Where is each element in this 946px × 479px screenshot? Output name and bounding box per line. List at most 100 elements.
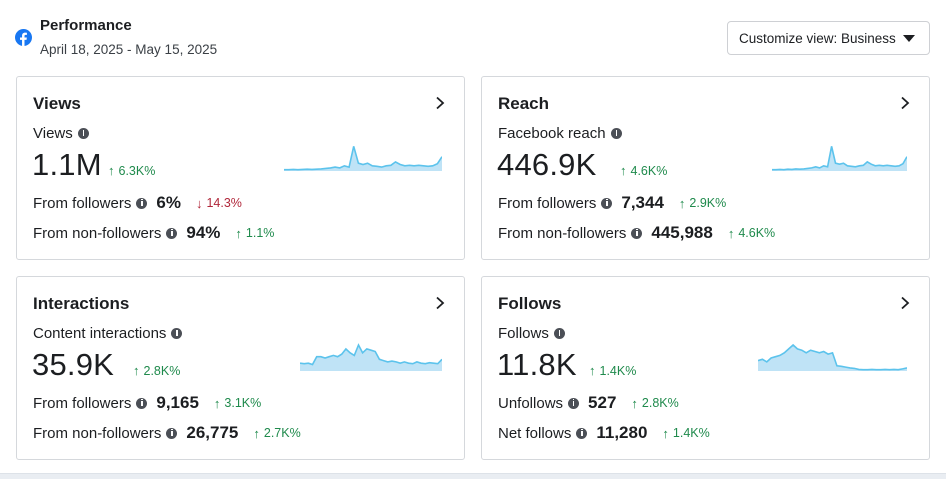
- metric-delta: ↑ 4.6K%: [620, 163, 667, 178]
- row-delta-text: 1.4K%: [672, 426, 710, 440]
- metric-delta: ↑ 2.8K%: [133, 363, 180, 378]
- info-icon[interactable]: [166, 227, 178, 239]
- row-from-followers: From followers 7,344 ↑ 2.9K%: [498, 193, 726, 213]
- metric-label-text: Views: [33, 125, 73, 142]
- row-delta: ↓ 14.3%: [196, 196, 242, 211]
- metric-label: Views: [33, 125, 89, 142]
- arrow-up-icon: ↑: [133, 363, 140, 378]
- customize-view-label: Customize view: Business: [739, 30, 896, 46]
- card-title: Reach: [498, 94, 550, 113]
- info-icon[interactable]: [576, 427, 588, 439]
- row-value: 11,280: [596, 423, 648, 442]
- arrow-up-icon: ↑: [589, 363, 596, 378]
- card-views[interactable]: Views Views 1.1M ↑ 6.3K% From followers 6%…: [16, 76, 465, 260]
- sparkline-line: [300, 343, 442, 366]
- row-label: From non-followers: [498, 224, 627, 242]
- chevron-right-icon[interactable]: [899, 296, 911, 310]
- page-title: Performance: [40, 17, 132, 34]
- row-delta-text: 14.3%: [206, 196, 242, 210]
- metric-delta: ↑ 6.3K%: [108, 163, 155, 178]
- info-icon[interactable]: [601, 197, 613, 209]
- row-unfollows: Unfollows 527 ↑ 2.8K%: [498, 393, 679, 413]
- sparkline-area: [284, 146, 442, 171]
- row-delta-text: 3.1K%: [224, 396, 262, 410]
- card-title: Interactions: [33, 294, 130, 313]
- sparkline-line: [758, 343, 907, 371]
- sparkline-chart: [772, 146, 907, 171]
- card-interactions[interactable]: Interactions Content interactions 35.9K …: [16, 276, 465, 460]
- arrow-up-icon: ↑: [662, 425, 669, 441]
- row-delta-text: 2.8K%: [641, 396, 679, 410]
- row-from-followers: From followers 6% ↓ 14.3%: [33, 193, 242, 213]
- info-icon[interactable]: [166, 427, 178, 439]
- metric-delta-text: 4.6K%: [630, 163, 668, 178]
- info-icon[interactable]: [136, 197, 148, 209]
- metric-value: 11.8K: [497, 347, 577, 382]
- row-label: Unfollows: [498, 394, 564, 412]
- row-value: 445,988: [651, 223, 713, 242]
- row-label: From followers: [33, 394, 132, 412]
- row-value: 26,775: [186, 423, 239, 442]
- metric-value: 446.9K: [497, 147, 597, 182]
- sparkline-line: [284, 146, 442, 171]
- row-value: 7,344: [621, 193, 664, 212]
- row-delta: ↑ 2.9K%: [679, 196, 726, 211]
- metric-label: Follows: [498, 325, 565, 342]
- date-range: April 18, 2025 - May 15, 2025: [40, 42, 218, 57]
- caret-down-icon: [903, 35, 915, 42]
- arrow-up-icon: ↑: [213, 395, 221, 411]
- card-follows[interactable]: Follows Follows 11.8K ↑ 1.4K% Unfollows 52…: [481, 276, 930, 460]
- sparkline-area: [758, 345, 907, 371]
- arrow-down-icon: ↓: [195, 195, 203, 211]
- info-icon[interactable]: [136, 397, 148, 409]
- chevron-right-icon[interactable]: [434, 296, 446, 310]
- sparkline-area: [300, 345, 442, 371]
- card-title: Follows: [498, 294, 562, 313]
- row-label: From followers: [33, 194, 132, 212]
- row-label: From non-followers: [33, 424, 162, 442]
- row-delta-text: 1.1%: [245, 226, 275, 240]
- row-delta: ↑ 1.4K%: [662, 426, 709, 441]
- row-value: 527: [588, 393, 617, 412]
- arrow-up-icon: ↑: [631, 395, 638, 411]
- info-icon[interactable]: [610, 128, 622, 139]
- row-from-non-followers: From non-followers 26,775 ↑ 2.7K%: [33, 423, 301, 443]
- row-net-follows: Net follows 11,280 ↑ 1.4K%: [498, 423, 710, 443]
- info-icon[interactable]: [631, 227, 643, 239]
- metric-delta-text: 1.4K%: [599, 363, 637, 378]
- arrow-up-icon: ↑: [253, 425, 260, 441]
- row-delta-text: 4.6K%: [738, 226, 776, 240]
- sparkline-line: [772, 146, 907, 171]
- metric-delta-text: 6.3K%: [118, 163, 156, 178]
- row-value: 9,165: [156, 393, 199, 412]
- metric-label: Content interactions: [33, 325, 183, 342]
- info-icon[interactable]: [77, 128, 89, 139]
- info-icon[interactable]: [553, 328, 565, 339]
- metric-delta: ↑ 1.4K%: [589, 363, 636, 378]
- metric-value: 1.1M: [32, 147, 102, 182]
- metric-label-text: Facebook reach: [498, 125, 606, 142]
- arrow-up-icon: ↑: [727, 225, 735, 241]
- card-title: Views: [33, 94, 81, 113]
- chevron-right-icon[interactable]: [899, 96, 911, 110]
- sparkline-chart: [284, 146, 442, 171]
- row-from-non-followers: From non-followers 445,988 ↑ 4.6K%: [498, 223, 775, 243]
- customize-view-dropdown[interactable]: Customize view: Business: [727, 21, 930, 55]
- row-delta: ↑ 4.6K%: [728, 226, 775, 241]
- metric-label-text: Content interactions: [33, 325, 167, 342]
- row-from-non-followers: From non-followers 94% ↑ 1.1%: [33, 223, 274, 243]
- row-from-followers: From followers 9,165 ↑ 3.1K%: [33, 393, 261, 413]
- sparkline-area: [772, 146, 907, 171]
- row-value: 94%: [186, 223, 221, 242]
- chevron-right-icon[interactable]: [434, 96, 446, 110]
- card-reach[interactable]: Reach Facebook reach 446.9K ↑ 4.6K% From …: [481, 76, 930, 260]
- row-delta: ↑ 3.1K%: [214, 396, 261, 411]
- info-icon[interactable]: [568, 397, 580, 409]
- metric-label: Facebook reach: [498, 125, 622, 142]
- info-icon[interactable]: [171, 328, 183, 339]
- row-delta: ↑ 1.1%: [235, 226, 274, 241]
- metric-label-text: Follows: [498, 325, 549, 342]
- row-value: 6%: [156, 193, 181, 212]
- metric-delta-text: 2.8K%: [143, 363, 181, 378]
